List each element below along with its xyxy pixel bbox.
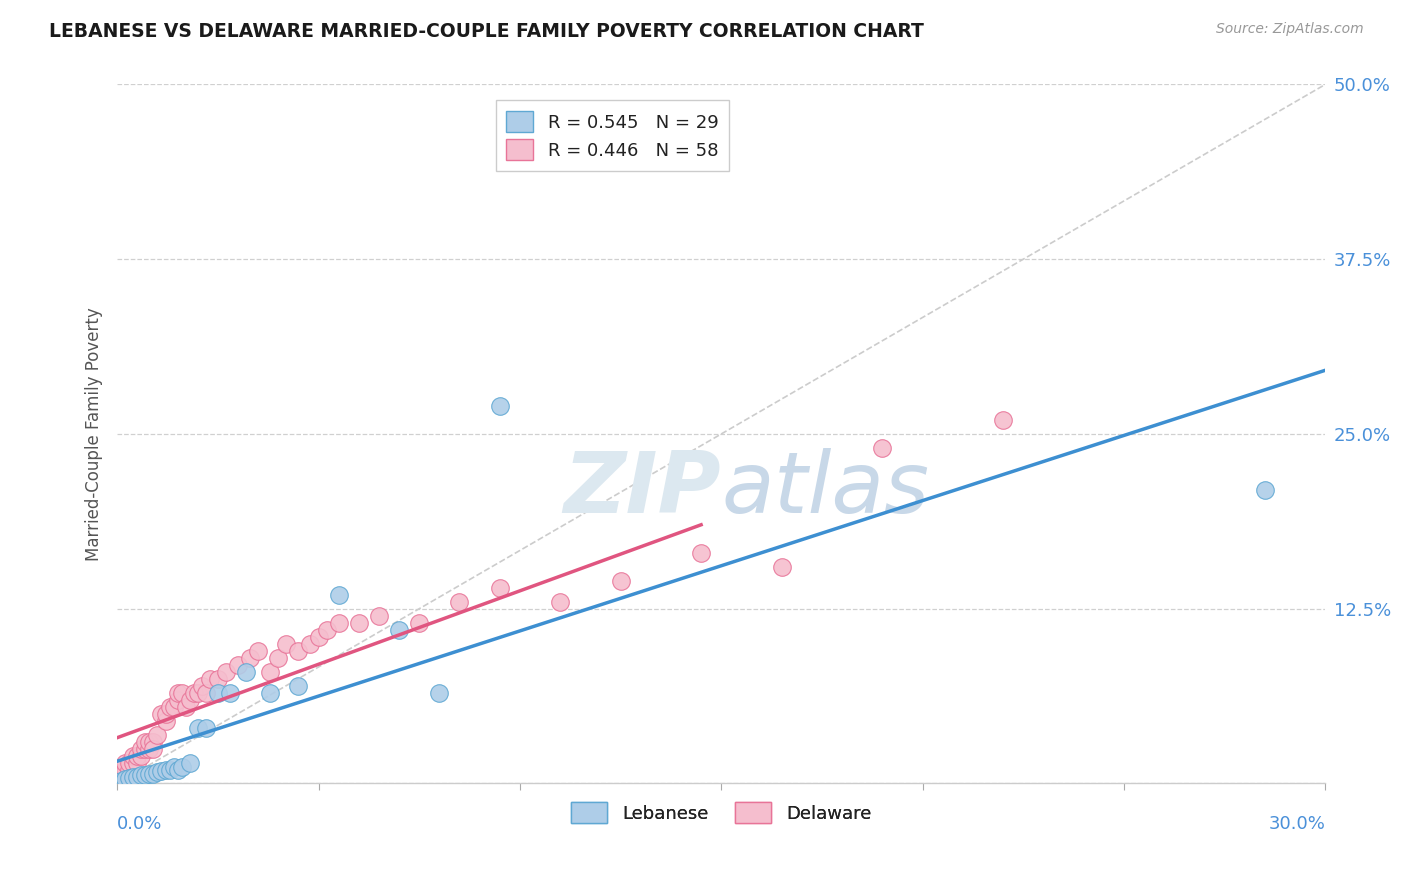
Point	[122, 756, 145, 770]
Point	[187, 685, 209, 699]
Point	[488, 399, 510, 413]
Point	[155, 706, 177, 721]
Text: LEBANESE VS DELAWARE MARRIED-COUPLE FAMILY POVERTY CORRELATION CHART: LEBANESE VS DELAWARE MARRIED-COUPLE FAMI…	[49, 22, 924, 41]
Point	[114, 763, 136, 777]
Point	[155, 763, 177, 777]
Legend: Lebanese, Delaware: Lebanese, Delaware	[564, 795, 879, 830]
Point	[159, 763, 181, 777]
Point	[368, 608, 391, 623]
Point	[690, 546, 713, 560]
Point	[150, 706, 173, 721]
Point	[267, 650, 290, 665]
Point	[488, 581, 510, 595]
Point	[142, 766, 165, 780]
Point	[408, 615, 430, 630]
Point	[170, 760, 193, 774]
Point	[215, 665, 238, 679]
Text: 0.0%: 0.0%	[117, 815, 163, 833]
Point	[138, 741, 160, 756]
Point	[166, 685, 188, 699]
Point	[388, 623, 411, 637]
Point	[150, 764, 173, 778]
Point	[146, 727, 169, 741]
Point	[179, 692, 201, 706]
Point	[170, 685, 193, 699]
Point	[427, 685, 450, 699]
Point	[166, 692, 188, 706]
Point	[190, 679, 212, 693]
Point	[142, 741, 165, 756]
Point	[287, 679, 309, 693]
Point	[131, 741, 153, 756]
Point	[207, 685, 229, 699]
Point	[347, 615, 370, 630]
Point	[105, 770, 128, 784]
Point	[239, 650, 262, 665]
Point	[449, 595, 471, 609]
Y-axis label: Married-Couple Family Poverty: Married-Couple Family Poverty	[86, 307, 103, 561]
Point	[122, 748, 145, 763]
Point	[134, 768, 156, 782]
Point	[770, 559, 793, 574]
Point	[187, 721, 209, 735]
Point	[179, 756, 201, 770]
Point	[110, 765, 132, 780]
Point	[287, 643, 309, 657]
Point	[219, 685, 242, 699]
Point	[110, 773, 132, 788]
Point	[315, 623, 337, 637]
Point	[226, 657, 249, 672]
Point	[155, 714, 177, 728]
Point	[299, 637, 322, 651]
Point	[114, 756, 136, 770]
Point	[118, 756, 141, 770]
Point	[308, 630, 330, 644]
Point	[1254, 483, 1277, 497]
Point	[247, 643, 270, 657]
Point	[146, 765, 169, 780]
Point	[127, 748, 149, 763]
Point	[194, 685, 217, 699]
Point	[328, 588, 350, 602]
Point	[134, 734, 156, 748]
Point	[138, 734, 160, 748]
Point	[159, 699, 181, 714]
Point	[138, 766, 160, 780]
Point	[162, 760, 184, 774]
Text: atlas: atlas	[721, 449, 929, 532]
Point	[134, 741, 156, 756]
Point	[127, 770, 149, 784]
Point	[328, 615, 350, 630]
Point	[118, 771, 141, 785]
Point	[131, 748, 153, 763]
Point	[183, 685, 205, 699]
Point	[166, 763, 188, 777]
Point	[207, 672, 229, 686]
Point	[276, 637, 298, 651]
Point	[872, 441, 894, 455]
Text: 30.0%: 30.0%	[1268, 815, 1326, 833]
Point	[235, 665, 257, 679]
Point	[548, 595, 571, 609]
Point	[174, 699, 197, 714]
Point	[122, 770, 145, 784]
Point	[609, 574, 631, 588]
Point	[131, 768, 153, 782]
Point	[259, 685, 281, 699]
Point	[198, 672, 221, 686]
Text: Source: ZipAtlas.com: Source: ZipAtlas.com	[1216, 22, 1364, 37]
Point	[194, 721, 217, 735]
Point	[118, 763, 141, 777]
Point	[127, 756, 149, 770]
Point	[142, 734, 165, 748]
Text: ZIP: ZIP	[564, 449, 721, 532]
Point	[114, 772, 136, 787]
Point	[259, 665, 281, 679]
Point	[991, 413, 1014, 427]
Point	[162, 699, 184, 714]
